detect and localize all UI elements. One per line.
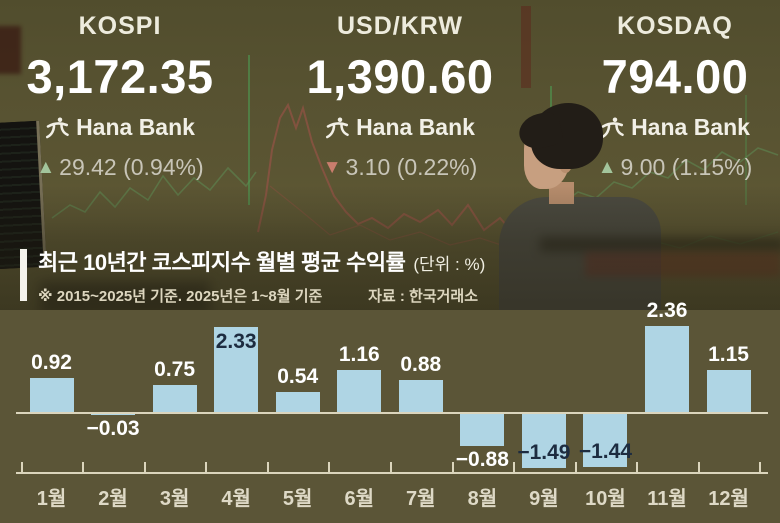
chart-header: 최근 10년간 코스피지수 월별 평균 수익률 (단위 : %) ※ 2015~… bbox=[20, 245, 485, 306]
month-label: 11월 bbox=[647, 488, 687, 510]
chart-unit-label: (단위 : %) bbox=[413, 255, 486, 274]
bar-value-label: 0.54 bbox=[277, 365, 319, 389]
month-label: 5월 bbox=[282, 488, 313, 510]
axis-tick bbox=[513, 462, 516, 473]
bar-value-label: 2.36 bbox=[646, 298, 688, 322]
ticker-brand: Hana Bank bbox=[0, 114, 240, 141]
month-label: 1월 bbox=[36, 488, 67, 510]
axis-tick bbox=[20, 462, 23, 473]
title-accent-bar bbox=[20, 249, 27, 301]
bar-value-label: −1.44 bbox=[578, 439, 632, 463]
bar-value-label: 1.16 bbox=[338, 342, 380, 366]
month-label: 9월 bbox=[529, 488, 559, 510]
axis-tick bbox=[266, 462, 269, 473]
ticker-name: USD/KRW bbox=[337, 12, 463, 40]
bar-4월 bbox=[214, 326, 259, 412]
brand-label: Hana Bank bbox=[356, 114, 475, 140]
ticker-value: 3,172.35 bbox=[26, 50, 214, 103]
month-label: 8월 bbox=[467, 488, 498, 510]
bar-11월 bbox=[645, 325, 689, 412]
zero-axis-line bbox=[16, 412, 768, 414]
month-label: 2월 bbox=[98, 488, 128, 510]
bar-value-label: 1.15 bbox=[708, 343, 749, 367]
bar-5월 bbox=[275, 392, 320, 412]
axis-tick bbox=[328, 462, 331, 473]
monthly-return-bar-chart: 0.92 1월 −0.03 2월 0.75 3월 2.33 4월 0.54 5월 1.16 6월 0.8… bbox=[0, 299, 780, 523]
bar-value-label: 0.75 bbox=[154, 357, 196, 381]
chart-footnote: ※ 2015~2025년 기준. 2025년은 1~8월 기준 bbox=[38, 288, 323, 305]
bar-9월 bbox=[521, 414, 566, 469]
chart-title: 최근 10년간 코스피지수 월별 평균 수익률 bbox=[38, 250, 406, 275]
change-text: 3.10 (0.22%) bbox=[345, 154, 478, 180]
person-silhouette bbox=[497, 102, 667, 310]
axis-tick bbox=[574, 462, 577, 473]
ticker-brand: Hana Bank bbox=[280, 114, 520, 141]
month-label: 12월 bbox=[708, 488, 749, 510]
x-axis-line bbox=[16, 472, 768, 474]
bar-8월 bbox=[460, 414, 505, 447]
ticker-change: ▲ 29.42 (0.94%) bbox=[0, 154, 240, 181]
ticker-kospi: KOSPI 3,172.35 Hana Bank ▲ 29.42 (0.94%) bbox=[0, 0, 240, 200]
month-label: 6월 bbox=[344, 488, 375, 510]
ticker-usdkrw: USD/KRW 1,390.60 Hana Bank ▼ 3.10 (0.22%… bbox=[280, 0, 520, 200]
axis-tick bbox=[697, 462, 700, 473]
bar-value-label: 0.92 bbox=[31, 351, 72, 375]
bar-3월 bbox=[152, 384, 197, 412]
hana-bank-logo-icon bbox=[46, 117, 69, 138]
blurred-red-headline bbox=[585, 252, 780, 277]
ticker-change: ▼ 3.10 (0.22%) bbox=[280, 154, 520, 181]
bar-value-label: −0.03 bbox=[86, 417, 140, 441]
bar-7월 bbox=[398, 379, 443, 412]
hana-bank-logo-icon bbox=[326, 117, 349, 138]
brand-label: Hana Bank bbox=[76, 114, 195, 140]
month-label: 7월 bbox=[406, 488, 436, 510]
ticker-name: KOSDAQ bbox=[617, 12, 733, 40]
month-label: 4월 bbox=[221, 488, 251, 510]
photo-dark-band bbox=[540, 237, 780, 252]
axis-tick bbox=[451, 462, 454, 473]
down-triangle-icon: ▼ bbox=[322, 157, 342, 178]
month-label: 3월 bbox=[159, 488, 190, 510]
ticker-name: KOSPI bbox=[78, 12, 162, 40]
bar-2월 bbox=[91, 414, 136, 416]
change-text: 29.42 (0.94%) bbox=[59, 154, 204, 180]
bar-value-label: −0.88 bbox=[455, 448, 509, 472]
bar-1월 bbox=[29, 378, 74, 412]
chart-source: 자료 : 한국거래소 bbox=[368, 288, 478, 305]
bar-value-label: −1.49 bbox=[517, 441, 571, 465]
month-label: 10월 bbox=[585, 488, 626, 510]
bar-value-label: 0.88 bbox=[400, 352, 442, 376]
axis-tick bbox=[205, 462, 208, 473]
bar-12월 bbox=[706, 370, 751, 412]
axis-tick bbox=[143, 462, 146, 473]
axis-tick bbox=[390, 462, 393, 473]
ticker-value: 794.00 bbox=[601, 50, 749, 103]
axis-tick bbox=[759, 462, 762, 473]
up-triangle-icon: ▲ bbox=[36, 157, 56, 178]
bar-10월 bbox=[583, 414, 628, 467]
axis-tick bbox=[636, 462, 639, 473]
bar-value-label: 2.33 bbox=[215, 329, 257, 353]
bar-6월 bbox=[337, 369, 382, 412]
axis-tick bbox=[82, 462, 85, 473]
ticker-value: 1,390.60 bbox=[306, 50, 494, 103]
